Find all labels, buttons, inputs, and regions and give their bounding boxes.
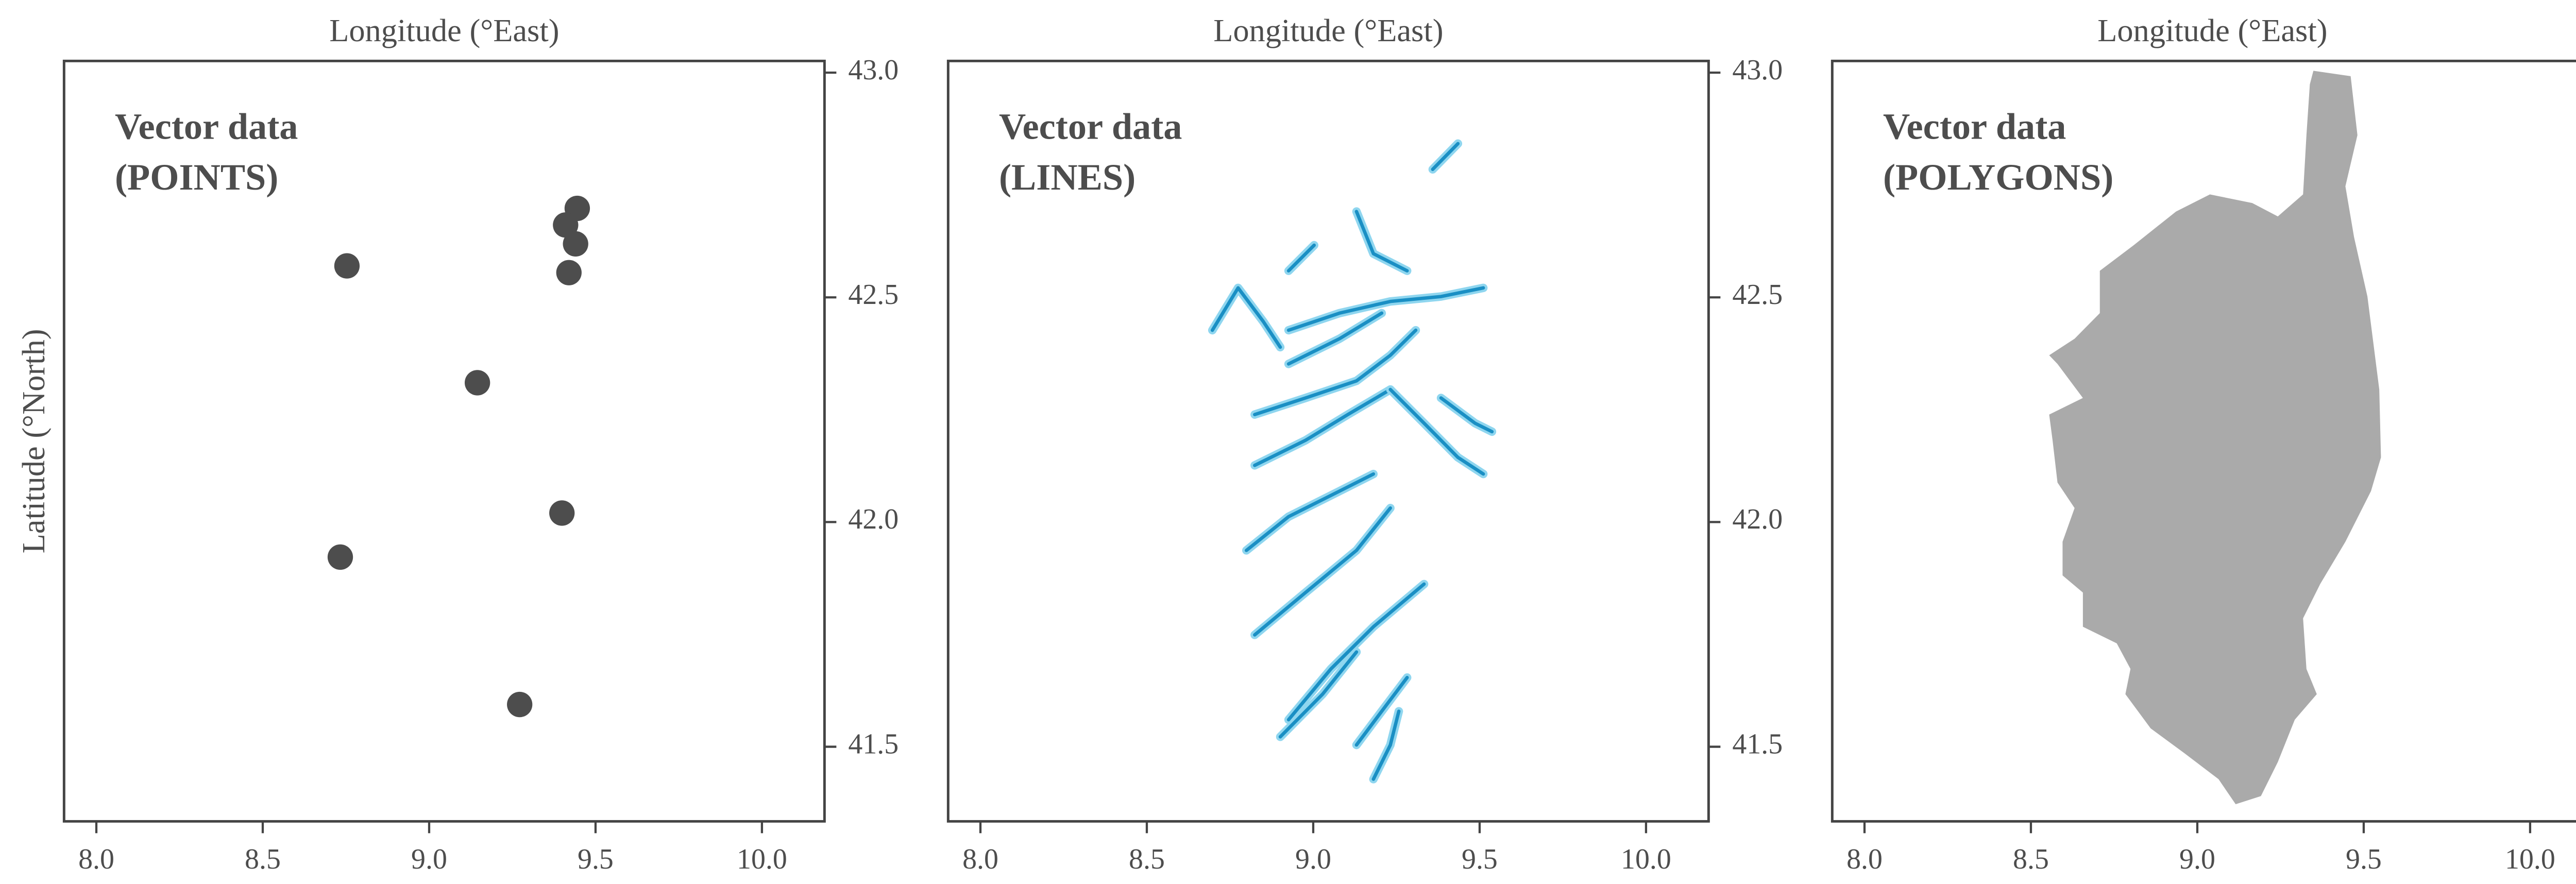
- x-tick-label: 9.5: [578, 843, 614, 875]
- river: [1286, 286, 1485, 332]
- river: [1371, 709, 1401, 781]
- panel-title: (POINTS): [115, 157, 278, 198]
- point: [556, 260, 582, 285]
- frame: [1831, 59, 2576, 823]
- x-tick-label: 9.5: [2346, 843, 2382, 875]
- frame: [62, 59, 826, 823]
- y-tick-label: 42.5: [1732, 279, 1783, 311]
- river: [1253, 328, 1418, 417]
- river: [1286, 311, 1384, 366]
- river: [1244, 472, 1376, 552]
- panel: 8.0 8.5 9.0 9.5 10.0 41.5 42.0 42.5 43.0 Longitud…: [15, 12, 899, 875]
- point: [563, 231, 588, 257]
- river: [1278, 650, 1359, 739]
- river: [1253, 387, 1392, 467]
- x-tick-label: 8.5: [2013, 843, 2049, 875]
- y-axis-label: Latitude (°North): [15, 329, 52, 553]
- point: [334, 253, 360, 279]
- panel: 8.0 8.5 9.0 9.5 10.0 41.5 42.0 42.5 43.0 Longitud…: [946, 12, 1783, 875]
- frame: [946, 59, 1710, 823]
- x-tick-label: 8.5: [1129, 843, 1165, 875]
- river: [1354, 210, 1409, 273]
- panel-title: (POLYGONS): [1883, 157, 2113, 198]
- y-tick-label: 41.5: [1732, 728, 1783, 760]
- river: [1388, 387, 1485, 476]
- panel-title: (LINES): [999, 157, 1136, 198]
- panel-title: Vector data: [115, 106, 298, 147]
- x-axis-label: Longitude (°East): [329, 12, 559, 48]
- x-tick-label: 10.0: [1621, 843, 1671, 875]
- river: [1286, 582, 1426, 722]
- y-tick-label: 43.0: [848, 54, 899, 86]
- point: [507, 691, 533, 718]
- panel-title: Vector data: [999, 106, 1182, 147]
- x-tick-label: 10.0: [2505, 843, 2555, 875]
- x-tick-label: 9.0: [1295, 843, 1331, 875]
- river: [1286, 243, 1316, 273]
- x-tick-label: 8.0: [962, 843, 998, 875]
- river: [1431, 142, 1460, 172]
- x-tick-label: 9.5: [1462, 843, 1498, 875]
- x-tick-label: 8.0: [78, 843, 114, 875]
- x-tick-label: 8.0: [1846, 843, 1883, 875]
- x-axis-label: Longitude (°East): [2097, 12, 2327, 48]
- point: [553, 212, 579, 238]
- river-halo: [1352, 207, 1412, 275]
- island: [2049, 71, 2381, 805]
- y-tick-label: 42.0: [1732, 503, 1783, 535]
- x-tick-label: 9.0: [2179, 843, 2215, 875]
- y-tick-label: 42.0: [848, 503, 899, 535]
- river: [1439, 396, 1494, 434]
- panel-title: Vector data: [1883, 106, 2066, 147]
- y-tick-label: 43.0: [1732, 54, 1783, 86]
- point: [464, 370, 490, 396]
- river: [1253, 506, 1392, 637]
- x-axis-label: Longitude (°East): [1213, 12, 1443, 48]
- point: [549, 500, 575, 526]
- point: [327, 544, 353, 570]
- river: [1210, 286, 1282, 349]
- x-tick-label: 10.0: [737, 843, 787, 875]
- x-tick-label: 8.5: [245, 843, 281, 875]
- river: [1354, 675, 1409, 747]
- y-tick-label: 41.5: [848, 728, 899, 760]
- y-tick-label: 42.5: [848, 279, 899, 311]
- x-tick-label: 9.0: [411, 843, 447, 875]
